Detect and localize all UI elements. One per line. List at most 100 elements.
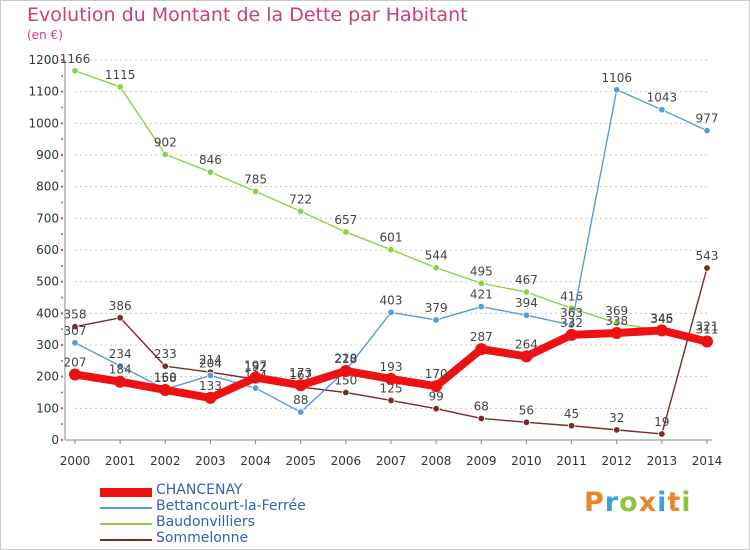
y-tick-mark <box>60 122 64 125</box>
data-point <box>297 408 305 416</box>
data-point <box>655 324 668 337</box>
y-tick-label: 1100 <box>28 85 59 99</box>
data-point <box>567 321 576 329</box>
unit-label: (en €) <box>27 28 63 42</box>
data-label: 321 <box>696 319 719 333</box>
data-label: 1043 <box>647 91 678 105</box>
data-label: 369 <box>605 304 628 318</box>
data-point <box>613 319 621 327</box>
data-label: 45 <box>564 407 579 421</box>
y-minor-tick <box>61 106 63 109</box>
data-point <box>339 364 352 377</box>
data-label: 403 <box>380 293 403 307</box>
y-tick-label: 500 <box>36 275 59 289</box>
y-tick-mark <box>60 407 64 410</box>
data-point <box>294 379 307 392</box>
data-label: 99 <box>429 390 444 404</box>
y-minor-tick <box>61 359 63 362</box>
x-tick-label: 2003 <box>195 454 226 468</box>
y-tick-label: 600 <box>36 243 59 257</box>
data-point <box>71 322 79 331</box>
x-tick-label: 2008 <box>421 454 452 468</box>
data-point <box>703 126 711 135</box>
data-label: 218 <box>334 352 357 366</box>
y-tick-label: 100 <box>36 401 59 415</box>
data-label: 193 <box>380 360 403 374</box>
y-tick-label: 700 <box>36 211 59 225</box>
data-point <box>387 308 395 317</box>
data-point <box>204 391 217 404</box>
data-label: 167 <box>289 368 312 382</box>
y-minor-tick <box>61 233 63 236</box>
data-label: 158 <box>154 371 177 385</box>
data-label: 233 <box>154 347 177 361</box>
data-label: 192 <box>244 360 267 374</box>
data-point <box>387 245 395 254</box>
data-label: 125 <box>380 381 403 395</box>
y-tick-label: 800 <box>36 180 59 194</box>
data-label: 379 <box>425 301 448 315</box>
data-label: 220 <box>334 351 357 365</box>
data-point <box>430 380 443 393</box>
data-label: 902 <box>154 135 177 149</box>
legend-swatch <box>100 507 152 509</box>
y-tick-mark <box>60 90 64 93</box>
y-minor-tick <box>61 391 63 394</box>
y-tick-label: 400 <box>36 306 59 320</box>
data-label: 544 <box>425 249 448 263</box>
data-label: 345 <box>650 312 673 326</box>
data-label: 543 <box>696 249 719 263</box>
y-tick-label: 1000 <box>28 116 59 130</box>
data-label: 32 <box>609 411 624 425</box>
y-minor-tick <box>61 169 63 172</box>
y-tick-mark <box>60 58 64 62</box>
x-tick-label: 2000 <box>60 454 91 468</box>
y-tick-mark <box>60 153 64 157</box>
data-label: 386 <box>109 299 132 313</box>
y-tick-mark <box>60 343 64 347</box>
data-label: 416 <box>560 289 583 303</box>
data-label: 346 <box>650 311 673 325</box>
data-label: 307 <box>64 324 87 338</box>
data-label: 234 <box>109 347 132 361</box>
data-label: 332 <box>560 316 583 330</box>
x-tick-label: 2002 <box>150 454 181 468</box>
data-point <box>251 187 260 196</box>
data-label: 495 <box>470 264 493 278</box>
data-point <box>114 375 127 388</box>
data-point <box>432 316 440 324</box>
data-label: 363 <box>560 306 583 320</box>
data-label: 68 <box>474 399 489 413</box>
data-label: 311 <box>696 323 719 337</box>
logo-letter: i <box>657 487 668 518</box>
data-label: 207 <box>64 355 87 369</box>
data-point <box>161 150 169 159</box>
logo-letter: r <box>604 487 620 518</box>
data-point <box>71 339 79 347</box>
x-tick-label: 2014 <box>692 454 723 468</box>
data-point <box>71 67 79 75</box>
y-tick-mark <box>60 312 64 315</box>
data-point <box>116 83 124 91</box>
data-point <box>520 350 533 363</box>
data-point <box>385 372 397 385</box>
data-point <box>522 418 531 426</box>
data-label: 1166 <box>60 52 91 66</box>
data-point <box>475 343 488 356</box>
data-label: 160 <box>154 370 177 384</box>
y-tick-mark <box>60 248 64 252</box>
x-tick-label: 2004 <box>240 454 271 468</box>
data-point <box>161 362 169 370</box>
data-point <box>613 426 621 434</box>
data-point <box>477 279 485 287</box>
y-minor-tick <box>61 296 63 299</box>
legend-swatch <box>100 539 152 541</box>
data-point <box>387 396 395 405</box>
data-label: 1106 <box>601 71 632 85</box>
y-tick-mark <box>60 217 64 220</box>
data-label: 421 <box>470 288 493 302</box>
legend-label: Bettancourt-la-Ferrée <box>156 498 306 514</box>
data-point <box>610 326 623 339</box>
proxiti-logo: Proxiti <box>584 487 692 518</box>
